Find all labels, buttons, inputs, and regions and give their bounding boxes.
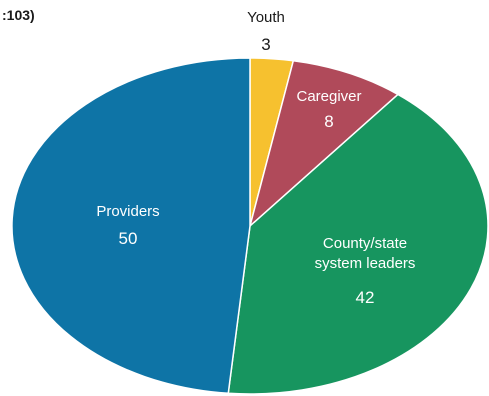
slice-value-county-state-system-leaders: 42 bbox=[356, 288, 375, 307]
slice-label-providers: Providers bbox=[96, 203, 159, 220]
pie-slice-county-state-system-leaders bbox=[227, 93, 489, 395]
slice-label-caregiver: Caregiver bbox=[296, 88, 361, 105]
slice-label-youth: Youth bbox=[247, 9, 285, 26]
slice-value-providers: 50 bbox=[119, 229, 138, 248]
slice-value-caregiver: 8 bbox=[324, 112, 333, 131]
slice-value-youth: 3 bbox=[261, 35, 270, 54]
chart-title: :103) bbox=[2, 7, 35, 23]
pie-slice-providers bbox=[11, 57, 251, 395]
pie-slice-caregiver bbox=[248, 59, 400, 229]
slice-label-county-state-system-leaders: County/state system leaders bbox=[315, 235, 416, 272]
